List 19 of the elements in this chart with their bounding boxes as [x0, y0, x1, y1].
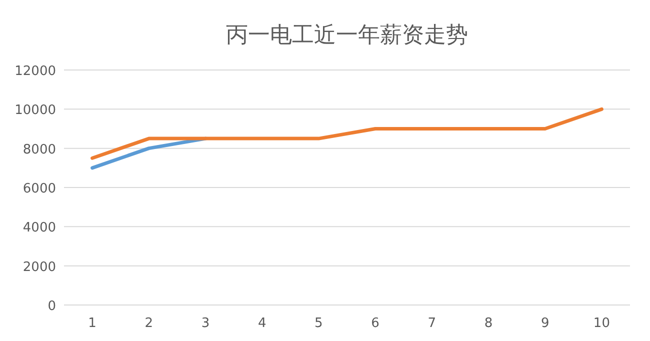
x-tick-label: 6 [371, 316, 380, 331]
y-tick-label: 8000 [22, 142, 56, 158]
line-series [90, 107, 604, 160]
x-tick-label: 9 [540, 316, 550, 331]
x-tick-label: 7 [428, 316, 436, 331]
y-tick-label: 4000 [22, 220, 56, 236]
y-tick-label: 2000 [22, 260, 56, 275]
y-tick-label: 10000 [14, 103, 56, 118]
x-tick-label: 1 [88, 316, 96, 331]
x-tick-label: 10 [593, 316, 610, 331]
x-tick-label: 4 [258, 316, 266, 331]
y-tick-label: 6000 [22, 182, 56, 196]
chart-title: 丙一电工近一年薪资走势 [226, 23, 468, 48]
y-tick-label: 12000 [14, 64, 56, 79]
y-tick-label: 0 [48, 299, 56, 314]
x-tick-label: 5 [314, 316, 323, 331]
x-tick-label: 2 [144, 316, 154, 331]
x-tick-label: 3 [201, 316, 210, 331]
x-tick-label: 8 [484, 316, 493, 331]
